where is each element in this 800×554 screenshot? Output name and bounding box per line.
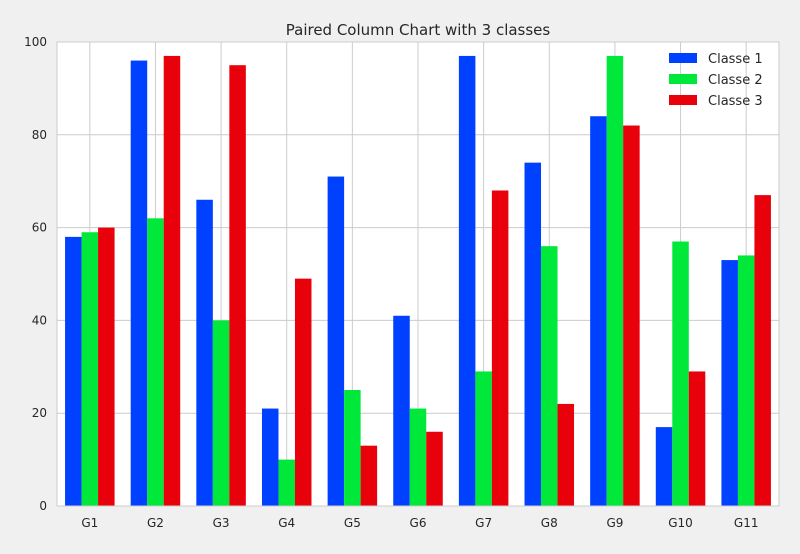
bar-classe-2-g2 <box>147 218 164 506</box>
bar-classe-1-g11 <box>721 260 738 506</box>
y-tick-label: 40 <box>32 313 47 327</box>
bar-classe-1-g4 <box>261 408 279 506</box>
legend-swatch <box>669 53 697 63</box>
bar-classe-3-g10 <box>688 371 706 506</box>
chart-title: Paired Column Chart with 3 classes <box>286 21 551 39</box>
x-tick-label: G9 <box>606 516 623 530</box>
x-tick-label: G11 <box>734 516 759 530</box>
bar-classe-3-g7 <box>491 190 509 507</box>
bar-classe-2-g1 <box>81 232 99 507</box>
bar-classe-1-g1 <box>65 236 82 506</box>
y-tick-label: 0 <box>39 499 47 513</box>
x-tick-label: G1 <box>81 516 98 530</box>
bars <box>65 55 771 507</box>
legend: Classe 1 Classe 2 Classe 3 <box>669 52 763 109</box>
bar-classe-1-g3 <box>196 199 213 506</box>
plot-frame <box>56 41 780 507</box>
bar-classe-2-g8 <box>541 246 558 506</box>
bar-classe-3-g8 <box>557 403 575 506</box>
bar-classe-2-g4 <box>278 459 295 506</box>
x-tick-label: G8 <box>541 516 558 530</box>
x-tick-label: G5 <box>344 516 361 530</box>
x-tick-label: G7 <box>475 516 492 530</box>
bar-classe-2-g3 <box>212 320 230 506</box>
bar-classe-3-g1 <box>98 227 115 506</box>
bar-classe-1-g10 <box>655 427 673 506</box>
bar-classe-2-g9 <box>606 55 624 507</box>
bar-classe-1-g9 <box>590 116 607 507</box>
legend-label: Classe 1 <box>708 52 763 67</box>
bar-classe-2-g5 <box>344 390 361 506</box>
y-tick-label: 20 <box>32 406 47 420</box>
x-tick-label: G2 <box>147 516 164 530</box>
legend-label: Classe 3 <box>708 94 763 109</box>
bar-classe-3-g6 <box>426 431 443 506</box>
x-tick-label: G6 <box>410 516 427 530</box>
bar-classe-1-g7 <box>458 55 476 507</box>
bar-classe-3-g4 <box>294 278 312 506</box>
legend-swatch <box>669 74 697 84</box>
x-tick-label: G3 <box>213 516 230 530</box>
legend-label: Classe 2 <box>708 73 763 88</box>
bar-classe-3-g5 <box>360 445 378 506</box>
x-tick-label: G4 <box>278 516 295 530</box>
bar-classe-3-g2 <box>163 55 181 507</box>
bar-classe-3-g3 <box>229 65 246 506</box>
y-tick-label: 100 <box>24 35 47 49</box>
bar-classe-2-g10 <box>672 241 689 506</box>
bar-classe-2-g11 <box>737 255 755 506</box>
bar-classe-1-g5 <box>327 176 345 506</box>
bar-classe-3-g9 <box>623 125 640 507</box>
y-tick-label: 60 <box>32 221 47 235</box>
x-tick-labels: G1 G2 G3 G4 G5 G6 G7 G8 G9 G10 G11 <box>81 516 758 530</box>
y-tick-label: 80 <box>32 128 47 142</box>
y-tick-labels: 0 20 40 60 80 100 <box>24 35 47 513</box>
x-tick-label: G10 <box>668 516 693 530</box>
legend-swatch <box>669 95 697 105</box>
bar-classe-2-g6 <box>409 408 427 506</box>
bar-classe-1-g8 <box>524 162 542 506</box>
bar-classe-2-g7 <box>475 371 492 506</box>
bar-classe-1-g2 <box>130 60 148 507</box>
bar-classe-1-g6 <box>393 315 410 506</box>
bar-classe-3-g11 <box>754 195 771 506</box>
